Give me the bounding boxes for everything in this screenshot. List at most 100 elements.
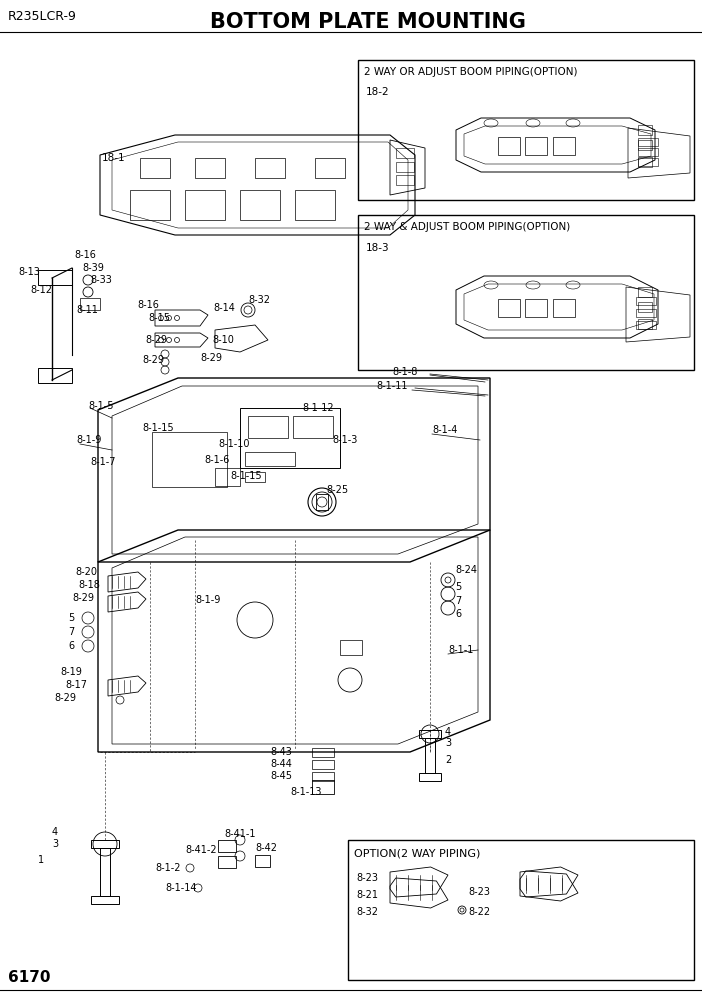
Text: 8-23: 8-23 bbox=[468, 887, 490, 897]
Bar bbox=[315, 158, 345, 178]
Bar bbox=[100, 848, 110, 896]
Text: 3: 3 bbox=[445, 738, 451, 748]
Text: 8-43: 8-43 bbox=[270, 747, 292, 757]
Bar bbox=[638, 138, 658, 146]
Text: 8-23: 8-23 bbox=[356, 873, 378, 883]
Text: 18-3: 18-3 bbox=[366, 243, 390, 253]
Bar bbox=[636, 297, 656, 305]
Text: 6: 6 bbox=[455, 609, 461, 619]
Text: 8-15: 8-15 bbox=[148, 313, 170, 323]
Bar bbox=[218, 856, 236, 868]
Text: 8-12: 8-12 bbox=[30, 285, 52, 295]
Bar bbox=[638, 287, 652, 297]
Bar bbox=[638, 319, 652, 329]
Text: 8-1-9: 8-1-9 bbox=[76, 435, 101, 445]
Text: 8-41-2: 8-41-2 bbox=[185, 845, 217, 855]
Text: 7: 7 bbox=[68, 627, 74, 637]
Text: 8-1-3: 8-1-3 bbox=[332, 435, 357, 445]
Text: 18-2: 18-2 bbox=[366, 87, 390, 97]
Text: 2 WAY & ADJUST BOOM PIPING(OPTION): 2 WAY & ADJUST BOOM PIPING(OPTION) bbox=[364, 222, 570, 232]
Bar bbox=[195, 158, 225, 178]
Text: 8-1-13: 8-1-13 bbox=[290, 787, 322, 797]
Bar bbox=[638, 158, 658, 166]
Bar bbox=[316, 494, 328, 510]
Text: 8-29: 8-29 bbox=[72, 593, 94, 603]
Text: 8-19: 8-19 bbox=[60, 667, 82, 677]
Bar bbox=[245, 472, 265, 482]
Text: BOTTOM PLATE MOUNTING: BOTTOM PLATE MOUNTING bbox=[210, 12, 526, 32]
Text: 8-1-15: 8-1-15 bbox=[230, 471, 262, 481]
Bar bbox=[245, 452, 295, 466]
Text: 4: 4 bbox=[445, 727, 451, 737]
Text: 8-1-15: 8-1-15 bbox=[142, 423, 173, 433]
Text: 8-42: 8-42 bbox=[255, 843, 277, 853]
Bar bbox=[240, 190, 280, 220]
Text: 8-45: 8-45 bbox=[270, 771, 292, 781]
Bar bbox=[396, 162, 414, 172]
Text: 8-17: 8-17 bbox=[65, 680, 87, 690]
Bar bbox=[348, 840, 694, 980]
Bar bbox=[419, 730, 441, 738]
Text: 8-14: 8-14 bbox=[213, 303, 235, 313]
Bar bbox=[38, 368, 72, 383]
Bar bbox=[638, 302, 652, 312]
Text: 8-18: 8-18 bbox=[78, 580, 100, 590]
Text: 8-16: 8-16 bbox=[74, 250, 96, 260]
Bar bbox=[185, 190, 225, 220]
Text: 8-21: 8-21 bbox=[356, 890, 378, 900]
Bar bbox=[340, 640, 362, 655]
Bar bbox=[295, 190, 335, 220]
Text: 8-32: 8-32 bbox=[248, 295, 270, 305]
Text: 8-1-8: 8-1-8 bbox=[392, 367, 418, 377]
Text: OPTION(2 WAY PIPING): OPTION(2 WAY PIPING) bbox=[354, 849, 480, 859]
Bar bbox=[312, 760, 334, 769]
Text: 1: 1 bbox=[38, 855, 44, 865]
Bar bbox=[255, 158, 285, 178]
Text: 8-1-2: 8-1-2 bbox=[155, 863, 180, 873]
Bar bbox=[91, 840, 119, 848]
Text: 8-32: 8-32 bbox=[356, 907, 378, 917]
Bar bbox=[38, 270, 72, 285]
Text: 6: 6 bbox=[68, 641, 74, 651]
Bar bbox=[358, 60, 694, 200]
Text: 8-29: 8-29 bbox=[142, 355, 164, 365]
Text: 8-1-1: 8-1-1 bbox=[448, 645, 473, 655]
Bar bbox=[215, 468, 240, 486]
Bar bbox=[638, 157, 652, 167]
Text: 8-1-12: 8-1-12 bbox=[302, 403, 333, 413]
Text: 8-13: 8-13 bbox=[18, 267, 40, 277]
Text: 8-29: 8-29 bbox=[200, 353, 222, 363]
Bar bbox=[293, 416, 333, 438]
Text: 8-16: 8-16 bbox=[137, 300, 159, 310]
Bar bbox=[425, 738, 435, 773]
Text: 8-11: 8-11 bbox=[76, 305, 98, 315]
Bar bbox=[419, 773, 441, 781]
Text: 4: 4 bbox=[52, 827, 58, 837]
Bar bbox=[396, 175, 414, 185]
Text: 7: 7 bbox=[455, 596, 461, 606]
Text: 8-20: 8-20 bbox=[75, 567, 97, 577]
Text: 8-41-1: 8-41-1 bbox=[224, 829, 256, 839]
Text: 8-1-14: 8-1-14 bbox=[165, 883, 197, 893]
Bar bbox=[525, 137, 547, 155]
Text: R235LCR-9: R235LCR-9 bbox=[8, 10, 77, 23]
Text: 8-1-9: 8-1-9 bbox=[195, 595, 220, 605]
Text: 18-1: 18-1 bbox=[102, 153, 126, 163]
Bar bbox=[312, 772, 334, 781]
Text: 8-1-11: 8-1-11 bbox=[376, 381, 407, 391]
Bar bbox=[396, 148, 414, 158]
Text: 8-25: 8-25 bbox=[326, 485, 348, 495]
Text: 8-1-6: 8-1-6 bbox=[204, 455, 230, 465]
Bar bbox=[248, 416, 288, 438]
Bar bbox=[312, 780, 334, 794]
Bar bbox=[553, 137, 575, 155]
Bar bbox=[255, 855, 270, 867]
Bar bbox=[140, 158, 170, 178]
Bar bbox=[638, 148, 658, 156]
Bar bbox=[130, 190, 170, 220]
Text: 8-33: 8-33 bbox=[90, 275, 112, 285]
Text: 8-44: 8-44 bbox=[270, 759, 292, 769]
Text: 8-1-7: 8-1-7 bbox=[90, 457, 116, 467]
Bar bbox=[218, 840, 236, 852]
Text: 2 WAY OR ADJUST BOOM PIPING(OPTION): 2 WAY OR ADJUST BOOM PIPING(OPTION) bbox=[364, 67, 578, 77]
